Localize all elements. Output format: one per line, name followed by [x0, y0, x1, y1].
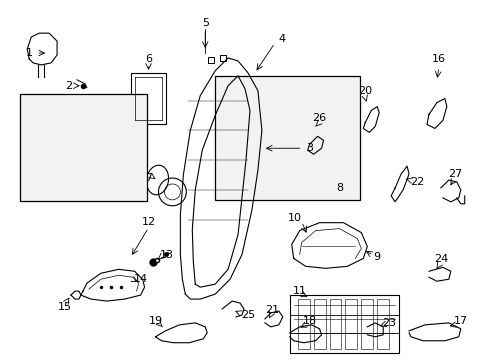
Text: 14: 14 — [133, 274, 147, 284]
Text: 15: 15 — [58, 302, 72, 312]
Bar — [313, 299, 325, 349]
Text: 16: 16 — [431, 54, 445, 64]
Text: 3: 3 — [305, 143, 312, 153]
Bar — [329, 299, 341, 349]
Text: 9: 9 — [373, 252, 380, 262]
Bar — [297, 299, 309, 349]
Bar — [376, 299, 388, 349]
Text: 7: 7 — [144, 173, 152, 183]
Bar — [345, 299, 357, 349]
Text: 8: 8 — [335, 183, 342, 193]
Text: 6: 6 — [145, 54, 152, 64]
Bar — [215, 76, 360, 200]
Bar — [361, 299, 372, 349]
Text: 27: 27 — [447, 169, 461, 179]
Text: 24: 24 — [433, 255, 447, 264]
Text: 23: 23 — [381, 318, 395, 328]
Text: 13: 13 — [159, 251, 173, 260]
Text: 10: 10 — [287, 213, 301, 223]
Text: 4: 4 — [278, 34, 285, 44]
Text: 11: 11 — [292, 286, 306, 296]
Text: 20: 20 — [358, 86, 371, 96]
Text: 26: 26 — [312, 113, 326, 123]
Text: 1: 1 — [26, 48, 33, 58]
Text: 2: 2 — [65, 81, 72, 91]
Text: 5: 5 — [202, 18, 208, 28]
Bar — [130, 73, 166, 125]
Bar — [289, 295, 398, 353]
Text: 19: 19 — [148, 316, 162, 326]
Text: 25: 25 — [241, 310, 255, 320]
Text: 18: 18 — [302, 316, 316, 326]
Text: 22: 22 — [409, 177, 423, 187]
Text: 12: 12 — [141, 217, 155, 227]
Bar — [20, 94, 146, 201]
Text: 21: 21 — [264, 305, 278, 315]
Text: 17: 17 — [453, 316, 467, 326]
